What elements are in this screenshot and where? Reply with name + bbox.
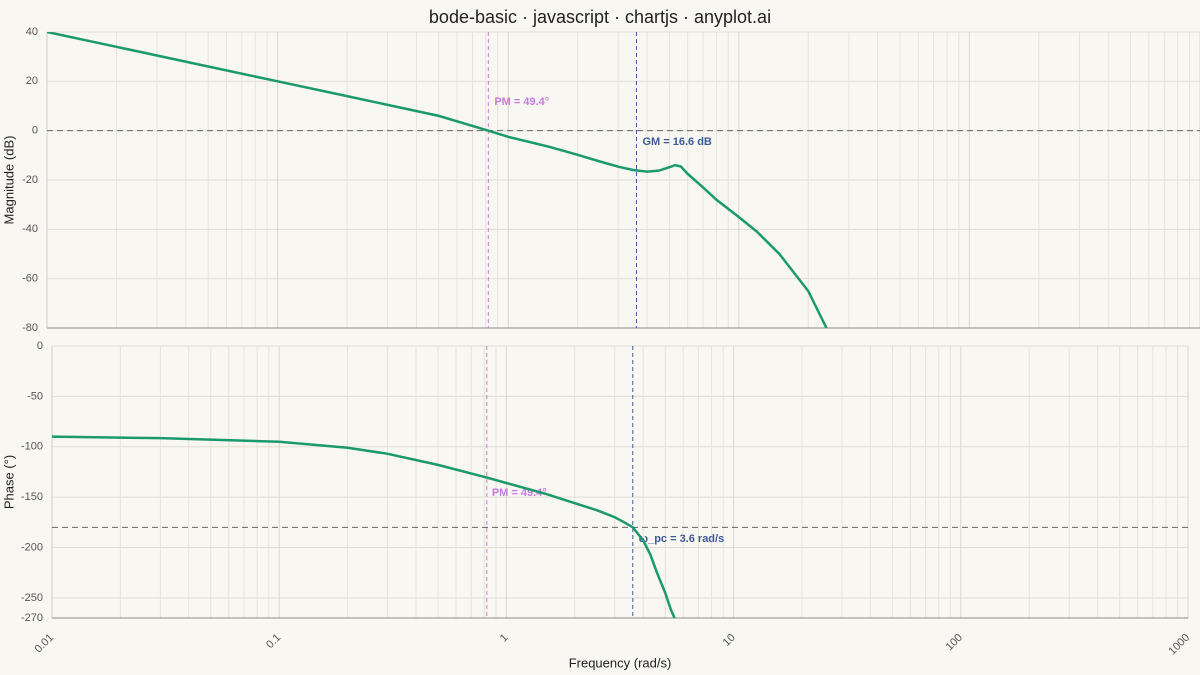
y-axis-label: Phase (°) — [1, 455, 16, 509]
series-line — [47, 32, 828, 328]
y-tick-label: -60 — [22, 273, 38, 285]
y-tick-label: -20 — [22, 174, 38, 186]
chart-title: bode-basic · javascript · chartjs · anyp… — [429, 7, 771, 27]
y-tick-label: -150 — [21, 491, 43, 503]
y-tick-label: -40 — [22, 223, 38, 235]
y-tick-label: -80 — [22, 322, 38, 334]
annotation: PM = 49.4° — [494, 96, 549, 108]
y-tick-label: 40 — [26, 26, 38, 38]
annotation: GM = 16.6 dB — [642, 136, 711, 148]
y-tick-label: -100 — [21, 441, 43, 453]
x-axis-label: Frequency (rad/s) — [569, 655, 672, 670]
y-tick-label: 0 — [37, 340, 43, 352]
y-tick-label: 0 — [32, 125, 38, 137]
series-line — [52, 435, 676, 618]
y-tick-label: -50 — [27, 390, 43, 402]
y-tick-label: 20 — [26, 75, 38, 87]
y-tick-label: -200 — [21, 541, 43, 553]
y-tick-label: -270 — [21, 612, 43, 624]
y-axis-label: Magnitude (dB) — [1, 136, 16, 225]
annotation: ω_pc = 3.6 rad/s — [639, 533, 724, 545]
y-tick-label: -250 — [21, 592, 43, 604]
